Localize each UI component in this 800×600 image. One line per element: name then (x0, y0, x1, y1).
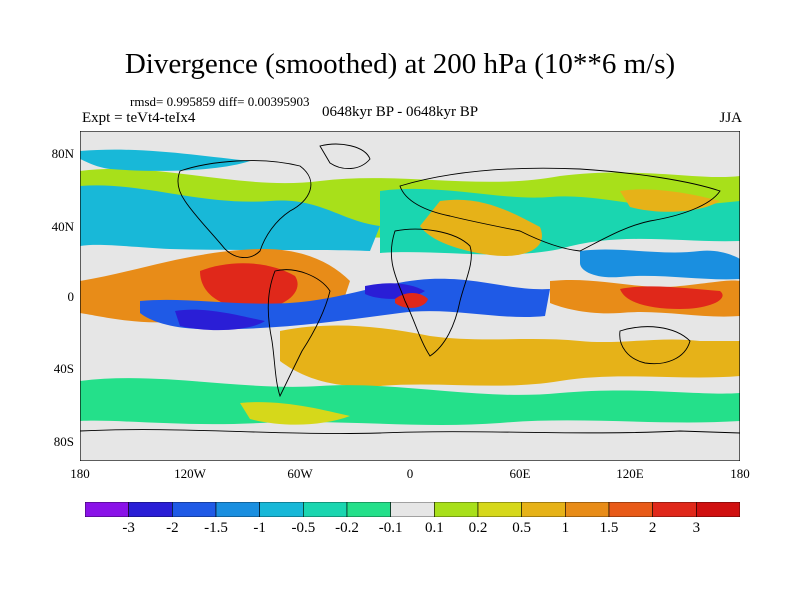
field-band (620, 286, 723, 309)
colorbar-swatch (390, 502, 435, 517)
lat-tick: 0 (67, 289, 75, 304)
field-band (240, 402, 350, 425)
lon-tick: 120W (174, 466, 206, 481)
coastlines (80, 143, 740, 435)
colorbar-label: -1 (253, 520, 266, 536)
field-band (620, 189, 720, 212)
colorbar-swatch (565, 502, 610, 517)
coastline-south-america (267, 269, 331, 398)
field-band (175, 283, 425, 331)
colorbar-swatch (521, 502, 566, 517)
field-band (580, 249, 740, 280)
experiment-label: Expt = teVt4-teIx4 (82, 110, 196, 126)
colorbar-label: 1 (561, 520, 570, 536)
colorbar-label: -2 (166, 520, 179, 536)
colorbar-label: -0.5 (291, 520, 316, 536)
lon-tick: 180 (70, 466, 90, 481)
colorbar-label: -1.5 (204, 520, 228, 536)
plot-title: Divergence (smoothed) at 200 hPa (10**6 … (124, 48, 676, 80)
coastline-antarctica (80, 429, 740, 435)
stats-text: rmsd= 0.995859 diff= 0.00395903 (130, 94, 310, 109)
coastline-north-america (177, 160, 312, 258)
field-band (420, 199, 542, 256)
coastline-greenland (319, 143, 371, 169)
colorbar-label: 1.5 (599, 520, 619, 536)
field-band (280, 325, 740, 387)
lat-tick: 40S (53, 361, 74, 376)
colorbar-label: 0.2 (468, 520, 488, 536)
colorbar-swatch (346, 502, 391, 517)
field-band (80, 378, 740, 425)
coastline-africa (390, 228, 472, 357)
season-label: JJA (719, 110, 742, 126)
colorbar-label: -3 (122, 520, 135, 536)
colorbar-swatch (259, 502, 304, 517)
colorbar-label: 3 (692, 520, 701, 536)
field-band (80, 149, 250, 171)
lat-tick: 80N (51, 146, 74, 161)
lon-tick: 180 (730, 466, 750, 481)
colorbar-swatch (608, 502, 653, 517)
colorbar-swatch (303, 502, 348, 517)
lon-tick: 60W (287, 466, 313, 481)
coastline-australia (619, 326, 691, 365)
lat-tick: 40N (51, 219, 74, 234)
colorbar-swatch (172, 502, 217, 517)
colorbar-swatch (128, 502, 173, 517)
field-band (80, 185, 380, 251)
lat-tick: 80S (53, 434, 74, 449)
coastline-eurasia (399, 167, 721, 252)
colorbar-label: -0.2 (335, 520, 359, 536)
colorbar-label: -0.1 (378, 520, 403, 536)
colorbar-swatch (652, 502, 697, 517)
colorbar-swatch (434, 502, 479, 517)
colorbar-label: 0.1 (424, 520, 444, 536)
divergence-map (80, 131, 740, 461)
colorbar (85, 502, 740, 517)
divergence-field (80, 149, 740, 425)
lon-tick: 120E (616, 466, 644, 481)
colorbar-swatch (215, 502, 260, 517)
colorbar-swatch (477, 502, 522, 517)
colorbar-label: 0.5 (512, 520, 532, 536)
period-label: 0648kyr BP - 0648kyr BP (322, 104, 479, 120)
lon-tick: 0 (406, 466, 414, 481)
lon-tick: 60E (509, 466, 531, 481)
colorbar-label: 2 (648, 520, 657, 536)
colorbar-swatch (85, 502, 129, 517)
colorbar-swatch (696, 502, 740, 517)
